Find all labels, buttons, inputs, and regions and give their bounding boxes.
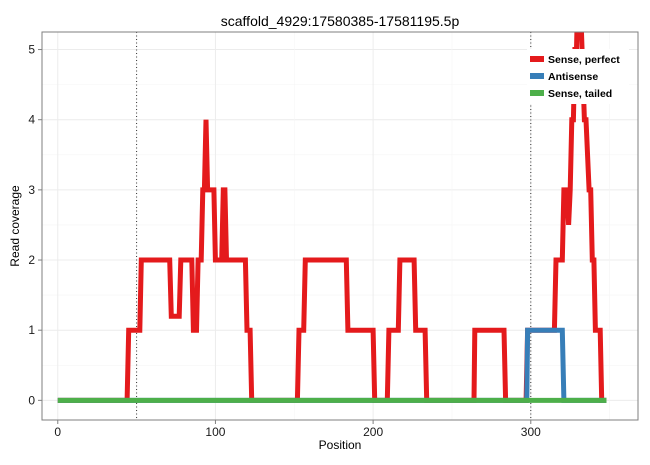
- reference-lines: [136, 32, 532, 420]
- x-tick-label: 100: [205, 425, 225, 439]
- y-tick-label: 3: [28, 183, 35, 197]
- x-tick-label: 300: [521, 425, 541, 439]
- y-axis-title: Read coverage: [8, 185, 22, 267]
- y-tick-label: 1: [28, 323, 35, 337]
- y-tick-label: 2: [28, 253, 35, 267]
- plot-border: [41, 31, 639, 421]
- legend-label: Sense, perfect: [548, 54, 620, 66]
- axes: 0 1 2 3 4 5 0 100 200 300: [28, 43, 541, 439]
- y-tick-label: 0: [28, 393, 35, 407]
- y-tick-label: 5: [28, 43, 35, 57]
- legend-swatch: [530, 56, 544, 62]
- x-tick-label: 0: [54, 425, 61, 439]
- legend-label: Sense, tailed: [548, 88, 612, 100]
- legend-label: Antisense: [548, 71, 598, 83]
- legend: Sense, perfect Antisense Sense, tailed: [527, 49, 629, 104]
- x-axis-title: Position: [319, 438, 362, 452]
- chart-title: scaffold_4929:17580385-17581195.5p: [221, 13, 460, 29]
- x-tick-label: 200: [363, 425, 383, 439]
- legend-swatch: [530, 73, 544, 79]
- y-tick-label: 4: [28, 113, 35, 127]
- legend-swatch: [530, 90, 544, 96]
- series-group: [57, 32, 607, 403]
- series-line-sense-perfect: [57, 32, 607, 403]
